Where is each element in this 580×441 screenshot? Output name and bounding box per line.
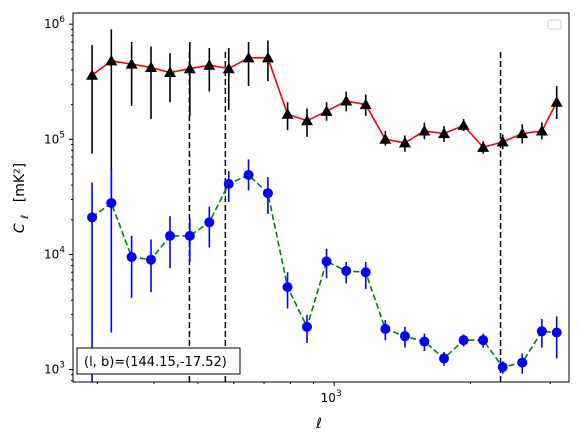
data-point: [146, 254, 157, 265]
legend-box: [547, 19, 562, 30]
data-point: [379, 133, 392, 144]
y-axis-label-symbol: C: [12, 223, 28, 233]
data-point: [125, 58, 138, 69]
data-point: [261, 51, 274, 63]
data-point: [478, 335, 489, 346]
data-point: [419, 336, 430, 347]
data-point: [145, 61, 158, 73]
data-point: [262, 188, 273, 199]
x-tick-label-exponent: 3: [336, 389, 342, 399]
y-tick-label-base: 10: [44, 247, 59, 261]
y-tick-label: 104: [44, 245, 65, 261]
data-point: [87, 212, 98, 223]
series-1: [86, 29, 563, 200]
data-point: [550, 96, 563, 107]
data-point: [223, 178, 234, 189]
annotation-label: (l, b)=(144.15,-17.52): [84, 355, 227, 370]
data-point: [536, 326, 547, 337]
data-point: [106, 197, 117, 208]
data-point: [222, 62, 235, 74]
data-point: [439, 353, 450, 364]
data-point: [242, 51, 255, 63]
data-point: [497, 362, 508, 373]
annotation-frame: [76, 347, 241, 375]
x-axis-label: ℓ: [315, 416, 322, 432]
y-tick-label-exponent: 6: [59, 15, 65, 25]
data-point: [457, 119, 470, 130]
data-point: [203, 59, 216, 70]
data-point: [341, 265, 352, 276]
y-tick-label: 106: [44, 15, 65, 31]
data-point: [438, 127, 451, 139]
data-point: [359, 98, 372, 110]
data-point: [458, 335, 469, 346]
x-tick-label: 103: [321, 389, 342, 405]
y-tick-label-exponent: 4: [59, 245, 65, 255]
data-point: [535, 125, 548, 136]
y-tick-label-base: 10: [44, 132, 59, 146]
y-tick-label: 103: [44, 361, 65, 377]
y-axis-label-unit: [mK²]: [12, 163, 28, 202]
data-point: [360, 267, 371, 278]
data-point: [517, 357, 528, 368]
data-point: [282, 282, 293, 293]
data-point: [281, 108, 294, 119]
data-point: [183, 62, 196, 74]
data-point: [86, 69, 99, 80]
data-point: [418, 125, 431, 136]
data-point: [204, 217, 215, 228]
y-axis-label-group: C ℓ [mK²]: [12, 163, 32, 233]
series-2: [87, 159, 562, 382]
data-point: [516, 127, 529, 139]
data-point: [165, 230, 176, 241]
data-point: [477, 141, 490, 152]
data-point: [126, 252, 137, 263]
data-point: [340, 95, 353, 106]
y-tick-label: 105: [44, 130, 65, 146]
plot-area: [86, 29, 563, 382]
data-point: [496, 135, 509, 147]
data-point: [105, 54, 118, 66]
data-point: [399, 331, 410, 342]
y-tick-label-base: 10: [44, 17, 59, 31]
y-tick-label-base: 10: [44, 363, 59, 377]
data-point: [243, 169, 254, 180]
data-point: [184, 230, 195, 241]
data-point: [380, 324, 391, 335]
y-axis-label-subscript: ℓ: [20, 215, 31, 219]
data-point: [302, 321, 313, 332]
data-point: [551, 327, 562, 338]
data-point: [301, 114, 314, 126]
y-tick-label-exponent: 5: [59, 130, 65, 140]
data-point: [320, 105, 333, 116]
plot-clip-group: [86, 29, 563, 382]
x-tick-label-base: 10: [321, 391, 336, 405]
data-point: [164, 66, 177, 78]
axes-frame: [72, 12, 570, 383]
annotation-box: (l, b)=(144.15,-17.52): [76, 347, 241, 375]
data-point: [321, 256, 332, 267]
y-tick-label-exponent: 3: [59, 361, 65, 371]
x-axis-label-group: ℓ: [315, 416, 322, 432]
data-point: [398, 136, 411, 148]
svg-text:C ℓ [mK²]: C ℓ [mK²]: [12, 163, 32, 233]
